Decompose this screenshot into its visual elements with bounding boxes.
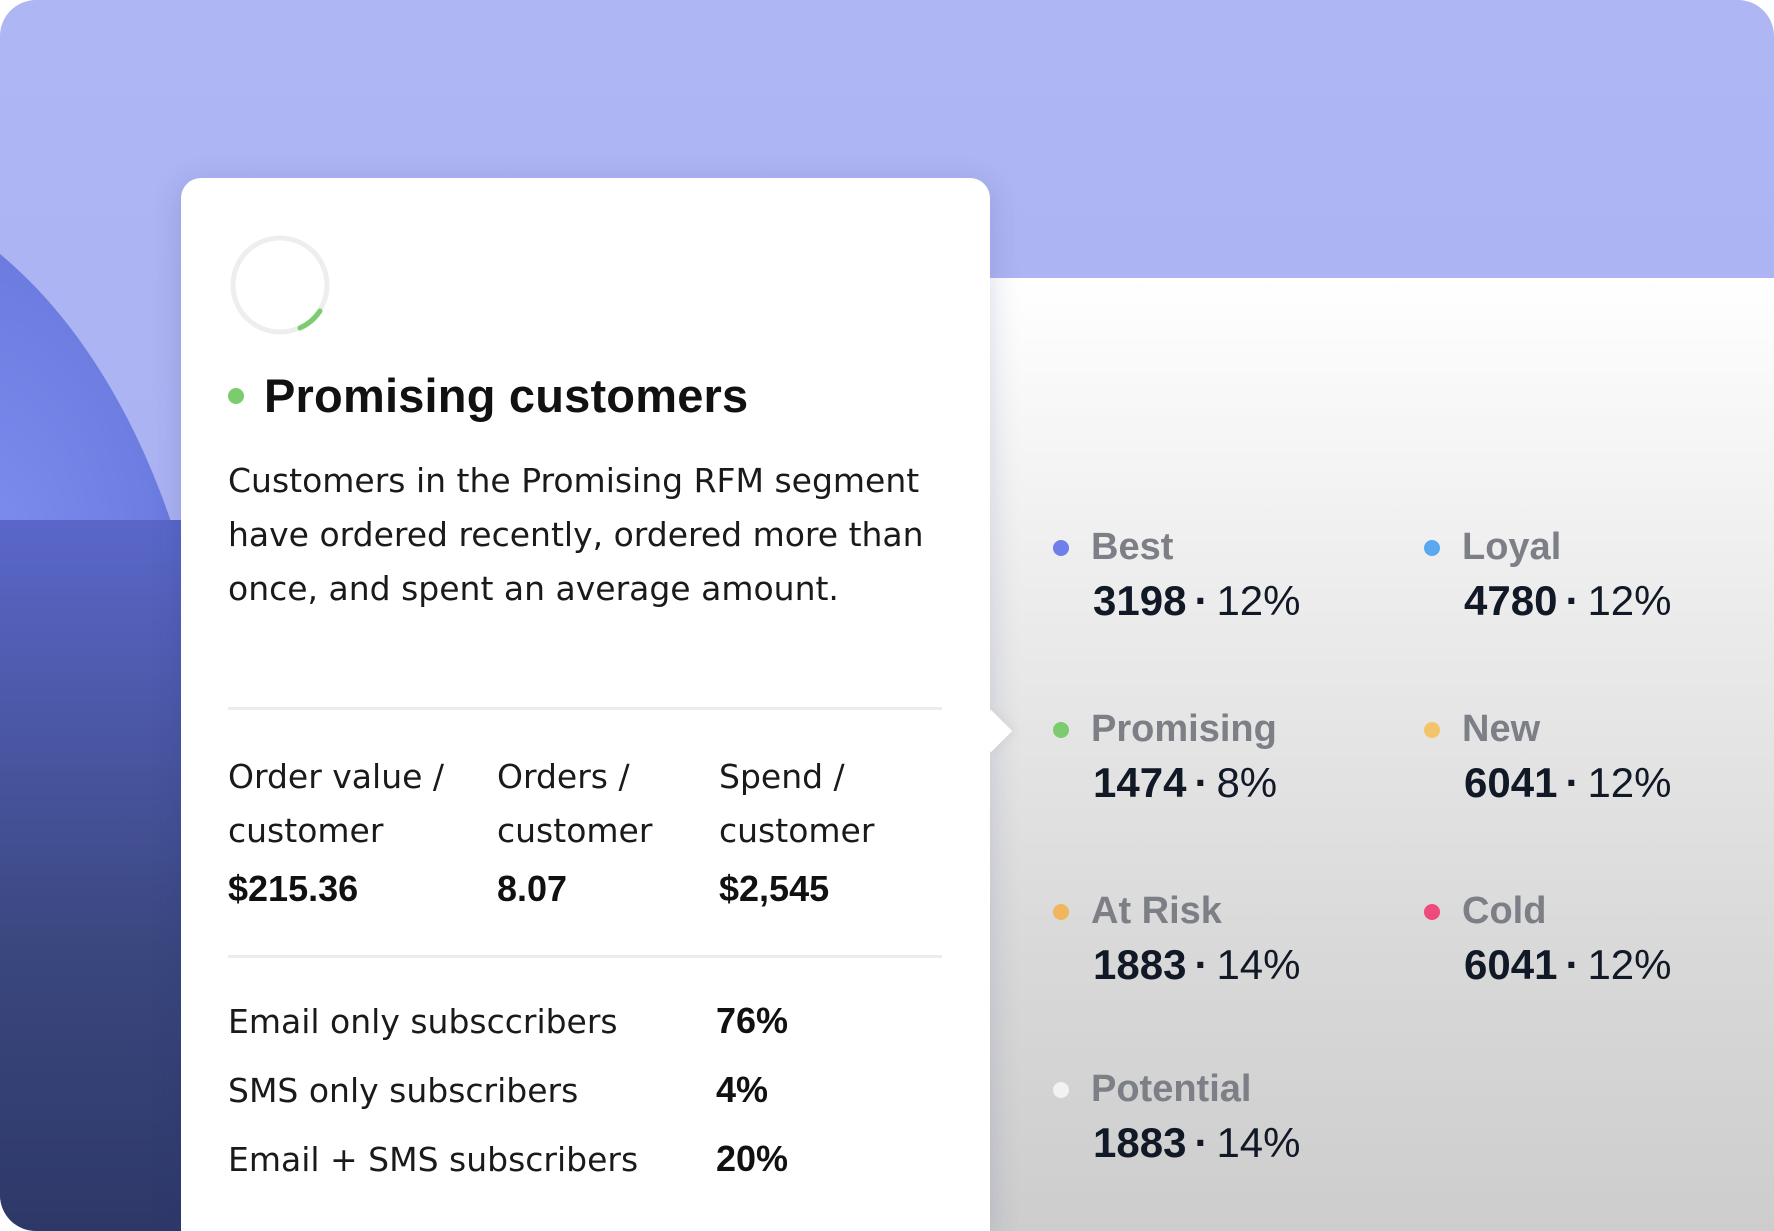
subscriber-label: SMS only subscribers bbox=[228, 1070, 579, 1110]
metric-label: Orders / customer bbox=[497, 757, 653, 850]
segment-count: 1474 bbox=[1093, 759, 1187, 806]
segment-dot bbox=[1053, 1081, 1069, 1098]
segment-dot bbox=[1424, 539, 1440, 556]
segment-separator: · bbox=[1565, 941, 1580, 988]
segment-separator: · bbox=[1565, 577, 1580, 624]
segment-percent: 12% bbox=[1587, 759, 1672, 806]
segment-percent: 12% bbox=[1587, 941, 1672, 988]
segment-dot bbox=[1424, 721, 1440, 738]
segment-separator: · bbox=[1194, 1119, 1209, 1166]
segment-dot bbox=[1053, 539, 1069, 556]
segment-count: 6041 bbox=[1464, 759, 1558, 806]
metric-label: Spend / customer bbox=[719, 757, 875, 850]
card-title-row: Promising customers bbox=[228, 368, 748, 423]
segment-name: Cold bbox=[1462, 890, 1547, 932]
page-title: Promising customers bbox=[264, 369, 749, 422]
segment-item-cold[interactable]: Cold 6041 · 12% bbox=[1424, 890, 1672, 989]
segment-color-dot bbox=[228, 387, 244, 404]
segment-item-loyal[interactable]: Loyal 4780 · 12% bbox=[1424, 526, 1672, 625]
segment-separator: · bbox=[1194, 577, 1209, 624]
segment-separator: · bbox=[1194, 759, 1209, 806]
subscriber-value: 4% bbox=[716, 1069, 769, 1110]
segment-count: 1883 bbox=[1093, 1119, 1187, 1166]
divider bbox=[228, 955, 942, 958]
segment-count: 6041 bbox=[1464, 941, 1558, 988]
segment-count: 1883 bbox=[1093, 941, 1187, 988]
segment-dot bbox=[1424, 903, 1440, 920]
metric-spend: Spend / customer $2,545 bbox=[719, 750, 929, 910]
metric-order-value: Order value / customer $215.36 bbox=[228, 750, 478, 910]
segment-percent: 12% bbox=[1587, 577, 1672, 624]
subscriber-value: 20% bbox=[716, 1138, 789, 1179]
segment-name: Best bbox=[1091, 526, 1174, 568]
segment-item-promising[interactable]: Promising 1474 · 8% bbox=[1053, 708, 1277, 807]
segment-percent: 14% bbox=[1216, 1119, 1301, 1166]
segment-separator: · bbox=[1194, 941, 1209, 988]
metric-value: $2,545 bbox=[719, 868, 830, 909]
segment-count: 3198 bbox=[1093, 577, 1187, 624]
segment-count: 4780 bbox=[1464, 577, 1558, 624]
metric-label: Order value / customer bbox=[228, 757, 445, 850]
metric-value: 8.07 bbox=[497, 868, 568, 909]
segment-percent: 8% bbox=[1216, 759, 1278, 806]
subscriber-value: 76% bbox=[716, 1000, 789, 1041]
segment-percent: 12% bbox=[1216, 577, 1301, 624]
segment-item-at-risk[interactable]: At Risk 1883 · 14% bbox=[1053, 890, 1301, 989]
segment-dot bbox=[1053, 903, 1069, 920]
segment-item-potential[interactable]: Potential 1883 · 14% bbox=[1053, 1068, 1301, 1167]
segment-detail-card: Promising customers Customers in the Pro… bbox=[181, 178, 990, 1231]
metric-value: $215.36 bbox=[228, 868, 359, 909]
subscriber-row: Email only subsccribers 76% bbox=[228, 1000, 928, 1042]
segment-item-best[interactable]: Best 3198 · 12% bbox=[1053, 526, 1301, 625]
segment-name: Promising bbox=[1091, 708, 1277, 750]
segments-panel bbox=[990, 278, 1774, 1231]
subscriber-label: Email + SMS subscribers bbox=[228, 1139, 639, 1179]
segment-percent: 14% bbox=[1216, 941, 1301, 988]
segment-description: Customers in the Promising RFM segment h… bbox=[228, 461, 924, 608]
circular-progress-icon bbox=[230, 235, 330, 335]
divider bbox=[228, 707, 942, 710]
subscriber-row: SMS only subscribers 4% bbox=[228, 1069, 928, 1111]
subscriber-label: Email only subsccribers bbox=[228, 1001, 618, 1041]
subscriber-row: Email + SMS subscribers 20% bbox=[228, 1138, 928, 1180]
segment-separator: · bbox=[1565, 759, 1580, 806]
segment-item-new[interactable]: New 6041 · 12% bbox=[1424, 708, 1672, 807]
segment-name: At Risk bbox=[1091, 890, 1222, 932]
segment-name: Potential bbox=[1091, 1068, 1252, 1110]
metric-orders: Orders / customer 8.07 bbox=[497, 750, 707, 910]
segment-dot bbox=[1053, 721, 1069, 738]
segment-name: New bbox=[1462, 708, 1541, 750]
segment-name: Loyal bbox=[1462, 526, 1562, 568]
